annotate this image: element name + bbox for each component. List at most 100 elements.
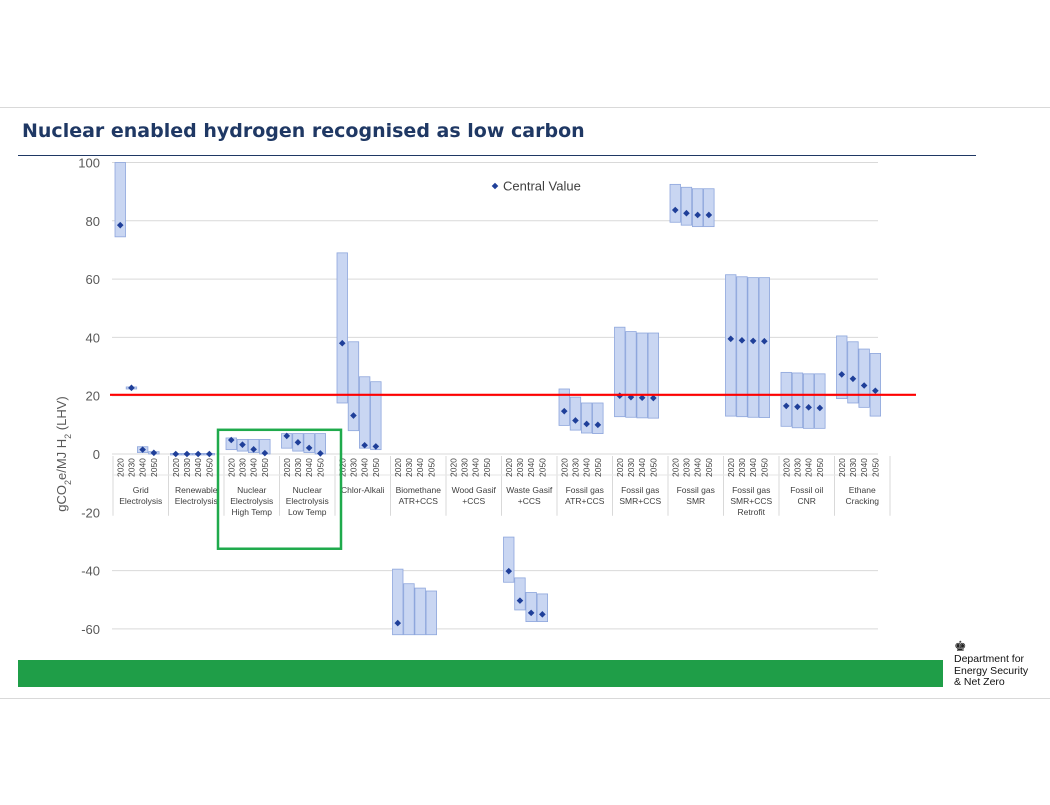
y-axis-label-part: e/MJ H — [54, 439, 69, 480]
range-bar — [780, 371, 792, 427]
category-label: Waste Gasif — [506, 485, 553, 495]
y-tick-label: 80 — [86, 214, 100, 229]
central-value-marker — [305, 444, 313, 452]
central-value-marker — [838, 371, 846, 378]
year-tick-label: 2020 — [781, 458, 791, 477]
legend-label: Central Value — [503, 179, 581, 194]
year-tick-label: 2040 — [582, 458, 592, 477]
category-label: ATR+CCS — [399, 496, 439, 506]
central-value-marker — [227, 436, 235, 444]
year-tick-label: 2020 — [393, 458, 403, 477]
category-label: Fossil gas — [621, 485, 659, 495]
central-value-marker — [738, 337, 746, 344]
category-label: +CCS — [462, 496, 485, 506]
range-bar — [525, 592, 537, 623]
range-bar — [614, 326, 626, 418]
range-bar — [303, 433, 315, 453]
year-tick-label: 2030 — [515, 458, 525, 477]
year-tick-label: 2040 — [471, 458, 481, 477]
year-tick-label: 2020 — [559, 458, 569, 477]
range-bar — [747, 277, 759, 418]
year-tick-label: 2050 — [149, 458, 159, 477]
year-tick-label: 2040 — [360, 458, 370, 477]
central-value-marker — [361, 441, 368, 449]
central-value-marker — [638, 394, 646, 402]
year-tick-label: 2040 — [526, 458, 536, 477]
central-value-marker — [761, 337, 768, 345]
year-tick-label: 2020 — [226, 458, 236, 477]
central-value-marker — [139, 446, 146, 453]
category-label: Ethane — [849, 485, 876, 495]
year-tick-label: 2020 — [115, 458, 125, 477]
year-tick-label: 2050 — [648, 458, 658, 477]
central-value-marker — [116, 221, 124, 229]
year-tick-label: 2030 — [348, 458, 358, 477]
central-value-marker — [560, 407, 568, 415]
range-bar — [814, 373, 826, 429]
range-bar — [636, 332, 648, 419]
year-tick-label: 2020 — [615, 458, 625, 477]
central-value-marker — [150, 449, 158, 457]
y-axis-label-part: 2 — [63, 480, 73, 485]
year-tick-label: 2020 — [504, 458, 514, 477]
y-tick-label: 0 — [93, 447, 100, 462]
year-tick-label: 2050 — [260, 458, 270, 477]
central-value-marker — [206, 450, 213, 458]
central-value-marker — [183, 450, 191, 458]
range-bar — [392, 568, 404, 636]
central-value-marker — [805, 404, 812, 411]
y-tick-label: 100 — [78, 156, 100, 171]
year-tick-label: 2050 — [537, 458, 547, 477]
category-label: SMR — [686, 496, 705, 506]
central-value-marker — [539, 611, 546, 618]
legend-marker — [491, 182, 499, 190]
category-label: Chlor-Alkali — [341, 485, 385, 495]
central-value-marker — [816, 404, 824, 412]
year-tick-label: 2050 — [204, 458, 214, 477]
category-label: Fossil oil — [790, 485, 823, 495]
year-tick-label: 2050 — [815, 458, 825, 477]
category-label: Retrofit — [738, 507, 766, 517]
year-tick-label: 2040 — [304, 458, 314, 477]
range-bar — [347, 341, 360, 432]
y-tick-label: 20 — [86, 389, 100, 404]
central-value-marker — [727, 335, 735, 343]
central-value-marker — [583, 420, 590, 428]
range-bar — [836, 335, 848, 400]
year-tick-label: 2030 — [459, 458, 469, 477]
central-value-marker — [872, 387, 879, 395]
category-label: +CCS — [518, 496, 541, 506]
category-label: Biomethane — [396, 485, 442, 495]
range-bar — [725, 274, 737, 417]
y-axis-label-part: gCO — [54, 485, 69, 512]
central-value-marker — [283, 432, 291, 440]
range-bar — [503, 536, 515, 583]
range-bar — [114, 162, 126, 238]
category-label: Electrolysis — [119, 496, 162, 506]
category-label: Electrolysis — [230, 496, 273, 506]
year-tick-label: 2030 — [182, 458, 192, 477]
central-value-marker — [172, 450, 180, 458]
range-bar — [647, 332, 659, 419]
year-tick-label: 2050 — [371, 458, 381, 477]
range-bar — [803, 373, 815, 429]
category-label: Fossil gas — [566, 485, 604, 495]
central-value-marker — [849, 375, 857, 383]
range-bar — [336, 252, 348, 404]
y-axis-label: gCO2e/MJ H2 (LHV) — [54, 396, 73, 512]
central-value-marker — [317, 450, 324, 457]
year-tick-label: 2050 — [704, 458, 714, 477]
central-value-marker — [394, 619, 402, 627]
central-value-marker — [683, 209, 690, 217]
y-tick-label: -60 — [81, 622, 100, 637]
year-tick-label: 2050 — [426, 458, 436, 477]
y-tick-label: -20 — [81, 505, 100, 520]
year-tick-label: 2040 — [804, 458, 814, 477]
category-band — [112, 456, 878, 514]
year-tick-label: 2050 — [870, 458, 880, 477]
y-axis-label-part: 2 — [63, 434, 73, 439]
range-bar — [669, 183, 681, 223]
range-bar — [703, 188, 715, 228]
y-tick-label: -40 — [81, 564, 100, 579]
